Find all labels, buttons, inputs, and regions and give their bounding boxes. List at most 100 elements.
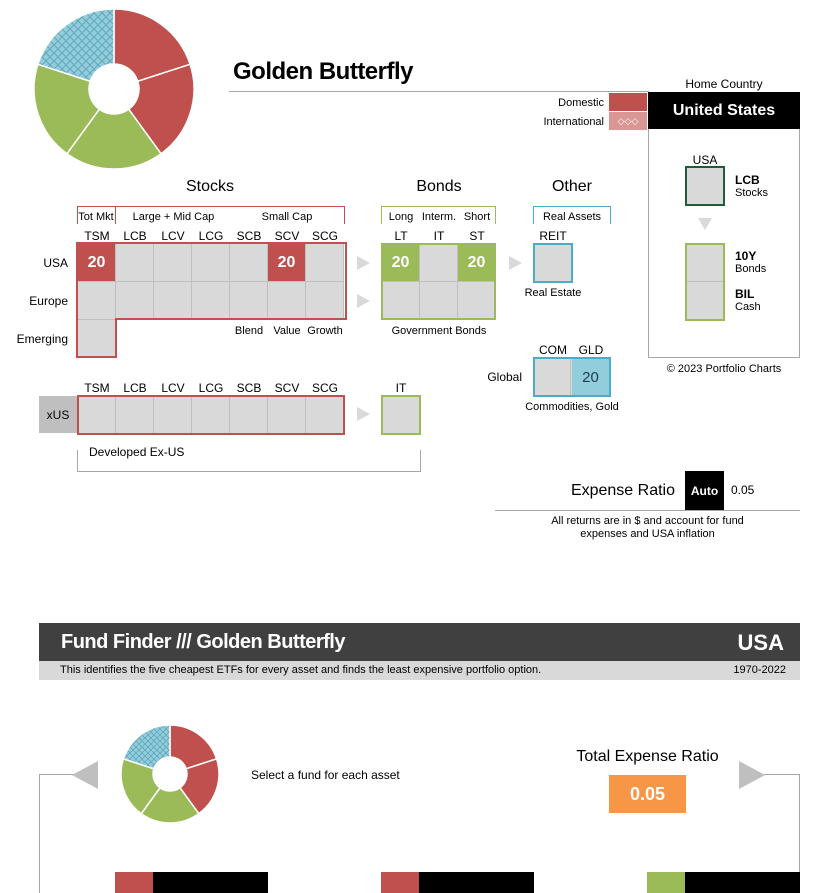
xus-col-scb: SCB xyxy=(236,381,262,395)
fund-row-stock-1-select[interactable] xyxy=(153,872,268,893)
expense-auto-button[interactable]: Auto xyxy=(685,471,724,510)
pie-slice-gld xyxy=(122,724,171,770)
style-label-growth: Growth xyxy=(307,325,343,337)
usa-scb-cell[interactable] xyxy=(230,244,268,282)
bonds-heading: Bonds xyxy=(416,178,462,195)
fund-row-stock-1-swatch xyxy=(115,872,153,893)
style-label-value: Value xyxy=(273,325,301,337)
usa-lt-cell[interactable]: 20 xyxy=(382,244,420,282)
stocks-group-divider xyxy=(115,206,116,224)
left-arrow-icon xyxy=(72,761,98,789)
europe-st-cell[interactable] xyxy=(458,282,496,320)
stock-col-scv: SCV xyxy=(274,229,300,243)
row-label-emerging: Emerging xyxy=(16,332,68,346)
usa-tsm-cell[interactable]: 20 xyxy=(78,244,116,282)
arrow-bonds-to-reit xyxy=(509,256,522,270)
home-cash-code: BIL xyxy=(735,287,755,301)
other-heading: Other xyxy=(551,178,592,195)
europe-scg-cell[interactable] xyxy=(306,282,344,320)
gld-label: GLD xyxy=(578,343,604,357)
home-usa-label: USA xyxy=(692,153,718,167)
usa-lcv-cell[interactable] xyxy=(154,244,192,282)
pie-slice-usa-lt xyxy=(33,63,101,155)
left-connector xyxy=(39,774,74,893)
xus-bond-header: IT xyxy=(395,381,407,395)
stock-col-lcg: LCG xyxy=(198,229,224,243)
stock-col-tsm: TSM xyxy=(84,229,110,243)
xus-row-label: xUS xyxy=(39,396,77,433)
pie-slice-usa-st xyxy=(65,108,163,170)
copyright: © 2023 Portfolio Charts xyxy=(666,363,782,375)
xus-lcv-cell[interactable] xyxy=(154,397,192,435)
europe-lt-cell[interactable] xyxy=(382,282,420,320)
home-country-selector[interactable]: United States xyxy=(648,92,800,129)
xus-col-lcb: LCB xyxy=(123,381,147,395)
international-pattern-glyph: ◇◇◇ xyxy=(617,115,639,126)
fund-finder-subbar: This identifies the five cheapest ETFs f… xyxy=(39,661,800,680)
total-expense-label: Total Expense Ratio xyxy=(576,748,719,765)
fund-row-stock-2-select[interactable] xyxy=(419,872,534,893)
com-label: COM xyxy=(539,343,567,357)
xus-footer: Developed Ex-US xyxy=(89,445,185,459)
home-stock-cell xyxy=(685,166,725,206)
fund-finder-title: Fund Finder /// Golden Butterfly xyxy=(61,631,346,653)
fund-row-stock-2-swatch xyxy=(381,872,419,893)
xus-bond-cell[interactable] xyxy=(381,395,421,435)
fund-finder-pie-slices xyxy=(120,724,220,824)
right-arrow-icon xyxy=(739,761,765,789)
usa-st-cell[interactable]: 20 xyxy=(458,244,496,282)
home-bond-cells xyxy=(685,243,725,321)
pie-slice-usa-tsm xyxy=(113,8,192,83)
home-country-label: Home Country xyxy=(685,77,763,91)
fund-finder-instruction: Select a fund for each asset xyxy=(251,768,400,782)
global-label: Global xyxy=(487,370,522,384)
expense-divider xyxy=(495,510,800,511)
gld-cell[interactable]: 20 xyxy=(572,359,609,395)
reit-cell[interactable] xyxy=(533,243,573,283)
group-label-small: Small Cap xyxy=(261,211,313,223)
row-label-usa: USA xyxy=(43,256,68,270)
xus-scb-cell[interactable] xyxy=(230,397,268,435)
xus-col-scg: SCG xyxy=(311,381,338,395)
bond-col-lt: LT xyxy=(394,229,408,243)
usa-scg-cell[interactable] xyxy=(306,244,344,282)
usa-scv-cell[interactable]: 20 xyxy=(268,244,306,282)
fund-finder-country: USA xyxy=(737,630,784,655)
usa-it-cell[interactable] xyxy=(420,244,458,282)
bond-group-short: Short xyxy=(463,211,491,223)
europe-lcv-cell[interactable] xyxy=(154,282,192,320)
com-cell[interactable] xyxy=(535,359,571,395)
fund-row-bond-1-select[interactable] xyxy=(685,872,800,893)
stock-col-lcv: LCV xyxy=(161,229,185,243)
expense-note-line2: expenses and USA inflation xyxy=(580,528,715,540)
xus-col-lcv: LCV xyxy=(161,381,185,395)
style-label-blend: Blend xyxy=(234,325,264,337)
usa-lcg-cell[interactable] xyxy=(192,244,230,282)
xus-tsm-cell[interactable] xyxy=(78,397,116,435)
fund-finder-header: Fund Finder /// Golden Butterfly USA xyxy=(39,623,800,661)
europe-it-cell[interactable] xyxy=(420,282,458,320)
xus-scv-cell[interactable] xyxy=(268,397,306,435)
international-label: International xyxy=(543,116,604,128)
home-down-arrow xyxy=(698,218,712,230)
page-title: Golden Butterfly xyxy=(233,58,414,85)
expense-value: 0.05 xyxy=(731,483,755,497)
europe-tsm-cell[interactable] xyxy=(78,282,116,320)
other-group-bracket xyxy=(533,206,611,224)
stocks-group-bracket xyxy=(77,206,345,224)
xus-lcg-cell[interactable] xyxy=(192,397,230,435)
stocks-grid-outline xyxy=(76,242,347,358)
emerging-tsm-cell[interactable] xyxy=(78,320,116,358)
home-stock-sub: Stocks xyxy=(735,187,769,199)
bond-group-long: Long xyxy=(388,211,414,223)
home-bond-sub: Bonds xyxy=(735,263,767,275)
right-connector xyxy=(764,774,800,893)
bond-col-st: ST xyxy=(469,229,485,243)
reit-label: REIT xyxy=(539,229,567,243)
xus-col-scv: SCV xyxy=(274,381,300,395)
usa-lcb-cell[interactable] xyxy=(116,244,154,282)
home-stock-code: LCB xyxy=(735,173,760,187)
commodities-sub: Commodities, Gold xyxy=(525,401,619,413)
pie-slice-gld xyxy=(36,8,115,83)
bond-group-interm: Interm. xyxy=(421,211,457,223)
